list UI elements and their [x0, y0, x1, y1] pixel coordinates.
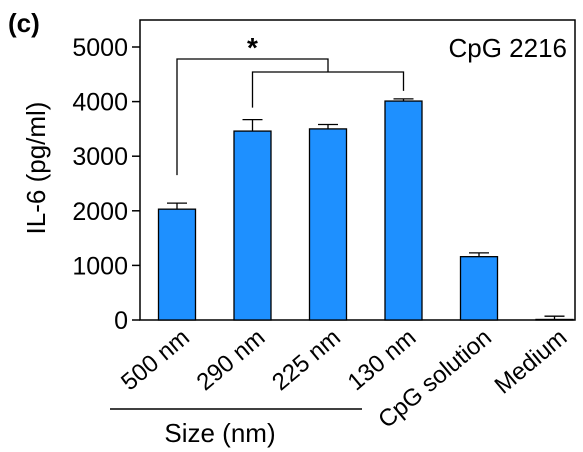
bar [233, 130, 272, 321]
x-tick-label: 290 nm [192, 324, 271, 396]
size-group: Size (nm) [110, 408, 362, 448]
bar [157, 208, 197, 321]
y-tick-label: 1000 [72, 252, 128, 280]
significance-main-line [176, 58, 329, 176]
y-tick-label: 5000 [72, 34, 128, 62]
y-axis-ticks: 0 1000 2000 3000 4000 5000 [72, 34, 140, 335]
bar [535, 318, 574, 321]
panel-label: (c) [8, 8, 40, 38]
bar [308, 128, 348, 321]
y-axis-label: IL-6 (pg/ml) [21, 102, 51, 235]
x-tick-label: 225 nm [267, 324, 346, 396]
x-tick-label: Medium [490, 324, 573, 400]
bar [384, 100, 423, 321]
y-tick-label: 4000 [72, 89, 128, 117]
significance-bracket: * [176, 32, 405, 176]
significance-star: * [247, 32, 258, 63]
size-group-label: Size (nm) [164, 418, 275, 448]
plot-frame [139, 19, 576, 321]
y-tick-label: 0 [114, 307, 128, 335]
bars [157, 100, 574, 321]
chart-annotation: CpG 2216 [448, 33, 567, 63]
y-tick-label: 2000 [72, 198, 128, 226]
bar [459, 256, 499, 321]
y-tick-label: 3000 [72, 143, 128, 171]
significance-inner-line [251, 71, 405, 108]
error-bars [167, 98, 565, 320]
